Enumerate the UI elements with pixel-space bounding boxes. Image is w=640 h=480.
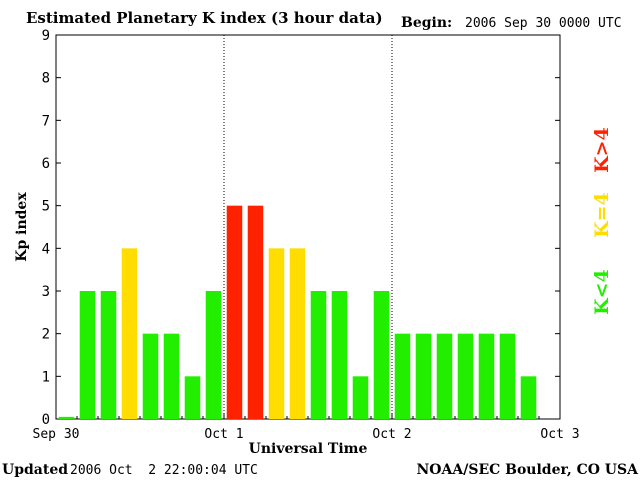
kp-bar <box>58 416 75 419</box>
kp-bar <box>142 333 159 419</box>
begin-value: 2006 Sep 30 0000 UTC <box>465 16 622 31</box>
y-tick-label: 1 <box>42 369 50 385</box>
x-tick-label: Oct 3 <box>540 427 579 442</box>
kp-bar <box>352 376 369 419</box>
updated-label: Updated <box>2 462 68 478</box>
y-tick-label: 4 <box>42 241 50 257</box>
plot-area: 0 1 2 3 4 5 6 7 8 9 Sep 30 Oct 1 Oct 2 Oct 3 <box>33 28 580 442</box>
plot-frame <box>55 34 561 420</box>
y-tick-label: 3 <box>42 284 50 300</box>
x-tick-label: Oct 2 <box>372 427 411 442</box>
kp-bar <box>436 333 453 419</box>
kp-bar <box>373 291 390 419</box>
kp-bar <box>310 291 327 419</box>
y-tick-label: 2 <box>42 327 50 343</box>
kp-bar <box>457 333 474 419</box>
kp-bar <box>163 333 180 419</box>
kp-bar <box>184 376 201 419</box>
updated-value: 2006 Oct 2 22:00:04 UTC <box>70 463 258 478</box>
kp-bar <box>268 248 285 419</box>
y-tick-label: 7 <box>42 113 50 129</box>
begin-label: Begin: <box>401 15 452 31</box>
kp-bar <box>394 333 411 419</box>
kp-bar <box>289 248 306 419</box>
y-tick-label: 9 <box>42 28 50 44</box>
legend-red: K>4 <box>591 127 613 173</box>
legend-green: K<4 <box>591 269 613 315</box>
legend-yellow: K=4 <box>591 192 613 238</box>
kp-bar <box>331 291 348 419</box>
x-axis-label: Universal Time <box>249 441 368 457</box>
kp-bar <box>247 205 264 419</box>
kp-bar <box>499 333 516 419</box>
y-tick-label: 0 <box>42 412 50 428</box>
kp-bar <box>478 333 495 419</box>
y-axis-label: Kp index <box>14 192 30 262</box>
kp-bar <box>100 291 117 419</box>
kp-bar <box>226 205 243 419</box>
y-tick-label: 5 <box>42 199 50 215</box>
x-tick-label: Sep 30 <box>33 427 80 442</box>
kp-bar <box>79 291 96 419</box>
chart-title: Estimated Planetary K index (3 hour data… <box>26 9 383 27</box>
kp-bar <box>121 248 138 419</box>
source-credit: NOAA/SEC Boulder, CO USA <box>417 462 640 478</box>
y-tick-label: 8 <box>42 71 50 87</box>
kp-bar <box>205 291 222 419</box>
x-tick-label: Oct 1 <box>204 427 243 442</box>
kp-bar <box>415 333 432 419</box>
y-tick-label: 6 <box>42 156 50 172</box>
kp-bar <box>520 376 537 419</box>
